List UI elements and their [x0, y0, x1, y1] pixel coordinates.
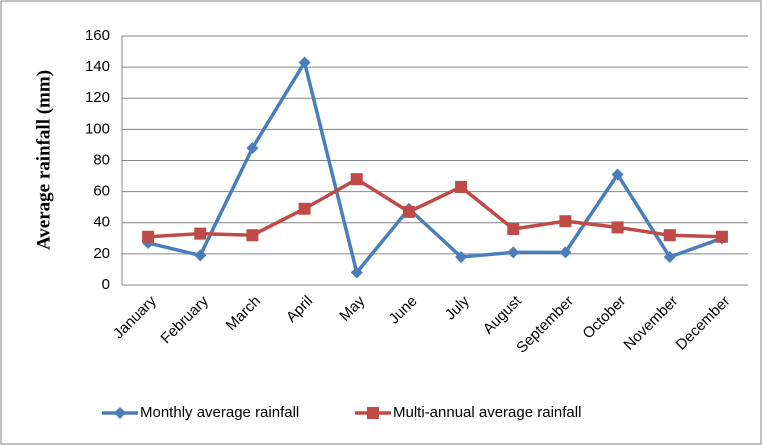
point	[455, 180, 468, 193]
y-tick-label: 0	[102, 276, 110, 293]
legend-label: Multi-annual average rainfall	[393, 404, 581, 421]
legend-marker	[114, 407, 126, 419]
y-tick-label: 60	[93, 183, 110, 200]
point	[611, 221, 624, 234]
y-tick-label: 160	[85, 27, 110, 44]
series-line	[147, 177, 722, 239]
point	[507, 222, 520, 235]
point	[350, 173, 363, 186]
point	[402, 205, 415, 218]
legend-label: Monthly average rainfall	[140, 404, 299, 421]
point	[350, 266, 363, 279]
point	[194, 227, 207, 240]
y-tick-label: 80	[93, 151, 110, 168]
point	[455, 250, 468, 263]
point	[246, 142, 259, 155]
point	[142, 230, 155, 243]
point	[194, 249, 207, 262]
point	[663, 250, 676, 263]
series-line	[147, 57, 723, 277]
point	[246, 229, 259, 242]
y-tick-label: 100	[85, 120, 110, 137]
y-tick-label: 40	[93, 214, 110, 231]
y-axis-label: Average rainfall (mm)	[33, 70, 54, 250]
point	[559, 246, 572, 259]
point	[663, 229, 676, 242]
y-tick-label: 120	[85, 89, 110, 106]
point	[559, 215, 572, 228]
point	[298, 202, 311, 215]
point	[611, 168, 624, 181]
point	[298, 56, 311, 69]
y-tick-label: 20	[93, 245, 110, 262]
point	[715, 230, 728, 243]
legend-marker	[367, 407, 379, 419]
y-tick-label: 140	[85, 58, 110, 75]
point	[507, 246, 520, 259]
